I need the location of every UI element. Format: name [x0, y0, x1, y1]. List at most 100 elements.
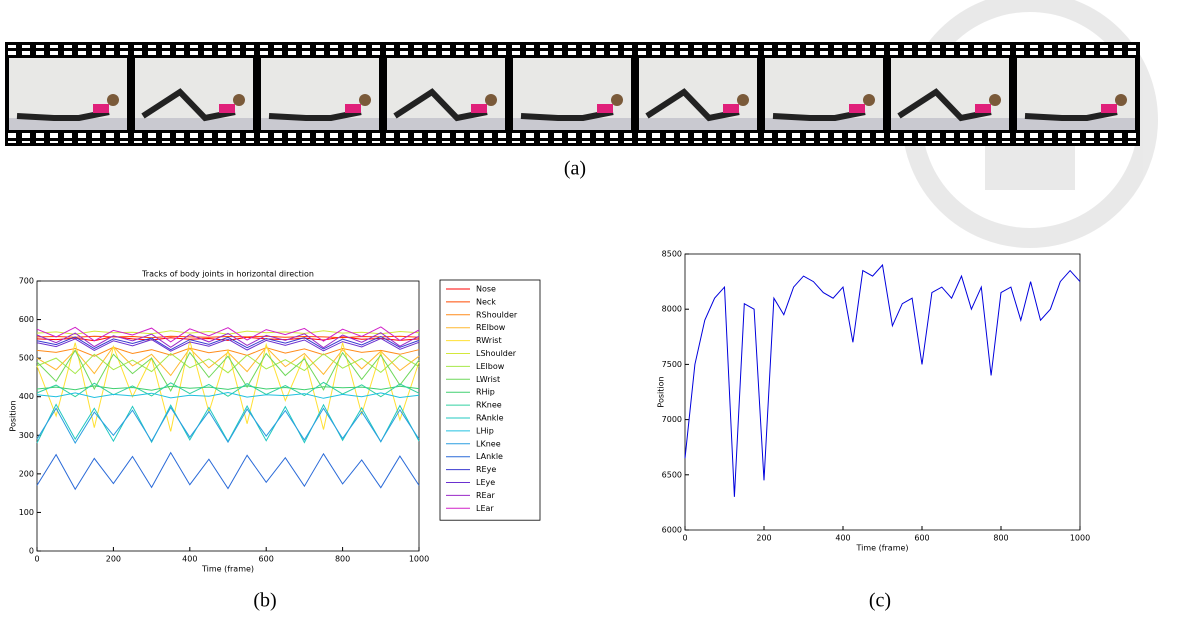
legend-label: LKnee	[476, 439, 501, 448]
x-tick-label: 600	[259, 555, 274, 564]
person	[645, 88, 740, 122]
x-tick-label: 800	[993, 534, 1008, 543]
x-tick-label: 1000	[409, 555, 429, 564]
person-top	[723, 104, 739, 113]
person-top	[93, 104, 109, 113]
person-head	[233, 94, 245, 106]
floor	[765, 118, 883, 130]
person-head	[863, 94, 875, 106]
legend-label: LElbow	[476, 362, 505, 371]
person-top	[471, 104, 487, 113]
y-tick-label: 400	[19, 392, 34, 401]
legend-label: RKnee	[476, 401, 502, 410]
x-tick-label: 600	[914, 534, 929, 543]
caption: (c)	[869, 590, 891, 612]
series-line	[36, 337, 420, 352]
legend-label: RWrist	[476, 336, 502, 345]
series-line	[36, 406, 420, 444]
legend-label: RHip	[476, 388, 495, 397]
person	[520, 109, 614, 121]
legend-label: REar	[476, 491, 496, 500]
y-tick-label: 6500	[662, 470, 682, 479]
person-top	[219, 104, 235, 113]
series-line	[684, 263, 1081, 497]
legend-label: LShoulder	[476, 349, 517, 358]
legend-label: RAnkle	[476, 414, 504, 423]
y-axis-label: Position	[9, 400, 18, 431]
y-tick-label: 0	[29, 547, 34, 556]
y-tick-label: 8000	[662, 305, 682, 314]
person-head	[107, 94, 119, 106]
floor	[1017, 118, 1135, 130]
series-line	[36, 451, 420, 491]
person-head	[989, 94, 1001, 106]
legend-label: REye	[476, 465, 496, 474]
person-top	[597, 104, 613, 113]
series-line	[36, 340, 420, 432]
x-tick-label: 0	[682, 534, 687, 543]
y-tick-label: 200	[19, 469, 34, 478]
floor	[261, 118, 379, 130]
legend-label: LHip	[476, 426, 494, 435]
person	[141, 88, 236, 122]
person	[16, 109, 110, 121]
person-top	[1101, 104, 1117, 113]
series-line	[36, 326, 420, 343]
x-tick-label: 800	[335, 555, 350, 564]
series-line	[36, 330, 420, 335]
person-head	[1115, 94, 1127, 106]
series-line	[36, 335, 420, 351]
series-line	[36, 332, 420, 349]
floor	[891, 118, 1009, 130]
person-top	[345, 104, 361, 113]
legend-label: LEar	[476, 504, 494, 513]
legend-label: LWrist	[476, 375, 500, 384]
series-line	[36, 349, 420, 392]
floor	[135, 118, 253, 130]
plot-area	[684, 253, 1081, 531]
y-tick-label: 7500	[662, 360, 682, 369]
person-top	[975, 104, 991, 113]
series-line	[36, 381, 420, 398]
series-line	[36, 352, 420, 375]
person-head	[611, 94, 623, 106]
y-axis-label: Position	[657, 376, 666, 407]
y-tick-label: 300	[19, 431, 34, 440]
y-tick-label: 700	[19, 277, 34, 286]
legend-label: Nose	[476, 285, 496, 294]
legend-label: RShoulder	[476, 310, 518, 319]
x-axis-label: Time (frame)	[855, 544, 908, 553]
person	[1024, 109, 1118, 121]
legend-label: LAnkle	[476, 452, 503, 461]
y-tick-label: 8500	[662, 250, 682, 259]
x-tick-label: 200	[106, 555, 121, 564]
person	[897, 88, 992, 122]
person-top	[849, 104, 865, 113]
x-tick-label: 0	[34, 555, 39, 564]
y-tick-label: 6000	[662, 526, 682, 535]
x-tick-label: 400	[835, 534, 850, 543]
x-tick-label: 200	[756, 534, 771, 543]
series-line	[36, 335, 420, 342]
person	[393, 88, 488, 122]
legend-label: RElbow	[476, 323, 506, 332]
plot-area	[36, 280, 420, 552]
floor	[9, 118, 127, 130]
x-tick-label: 1000	[1070, 534, 1090, 543]
y-tick-label: 500	[19, 354, 34, 363]
person-head	[359, 94, 371, 106]
x-tick-label: 400	[182, 555, 197, 564]
y-tick-label: 7000	[662, 415, 682, 424]
legend-label: Neck	[476, 297, 496, 306]
person-head	[485, 94, 497, 106]
y-tick-label: 100	[19, 508, 34, 517]
caption: (b)	[253, 590, 276, 612]
floor	[387, 118, 505, 130]
x-axis-label: Time (frame)	[201, 565, 254, 574]
person	[268, 109, 362, 121]
series-line	[36, 391, 420, 399]
series-line	[36, 345, 420, 377]
legend-box	[439, 279, 541, 521]
